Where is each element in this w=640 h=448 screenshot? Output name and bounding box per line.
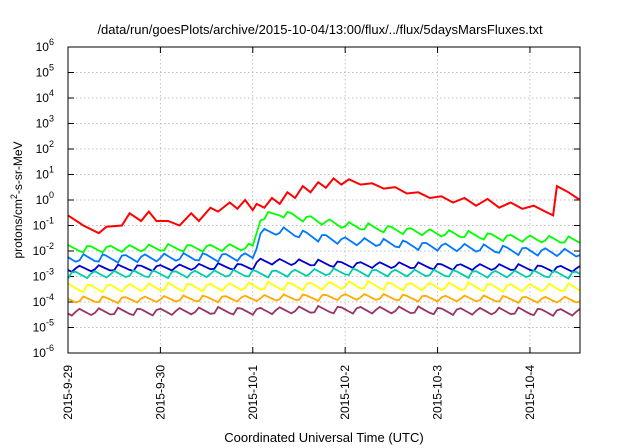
x-tick-label: 2015-10-4 [523,365,537,420]
y-tick-label: 101 [36,165,54,182]
series-line [67,267,581,280]
series-line [67,176,581,235]
series-line [67,257,581,273]
y-axis-label: protons/cm2-s-sr-MeV [9,141,25,258]
x-axis-label: Coordinated Universal Time (UTC) [224,430,424,445]
x-tick-label: 2015-9-30 [153,365,167,420]
y-tick-label: 104 [36,88,54,105]
plot-frame [67,46,581,354]
y-tick-label: 100 [36,190,54,207]
series-line [67,210,581,254]
y-tick-label: 10-4 [33,292,54,309]
series-line [67,292,581,305]
y-tick-label: 10-3 [33,267,54,284]
series-line [67,304,581,317]
y-tick-label: 105 [36,63,54,80]
chart-title: /data/run/goesPlots/archive/2015-10-04/1… [97,22,543,37]
y-tick-label: 10-5 [33,318,54,335]
x-tick-label: 2015-10-1 [246,365,260,420]
series-line [67,279,581,294]
x-tick-label: 2015-10-2 [338,365,352,420]
series-line [67,226,581,264]
x-tick-label: 2015-10-3 [431,365,445,420]
y-tick-label: 102 [36,139,54,156]
y-tick-label: 10-2 [33,241,54,258]
y-tick-label: 106 [36,37,54,54]
y-tick-label: 10-1 [33,216,54,233]
x-tick-label: 2015-9-29 [61,365,75,420]
y-tick-label: 10-6 [33,343,54,360]
y-tick-label: 103 [36,114,54,131]
